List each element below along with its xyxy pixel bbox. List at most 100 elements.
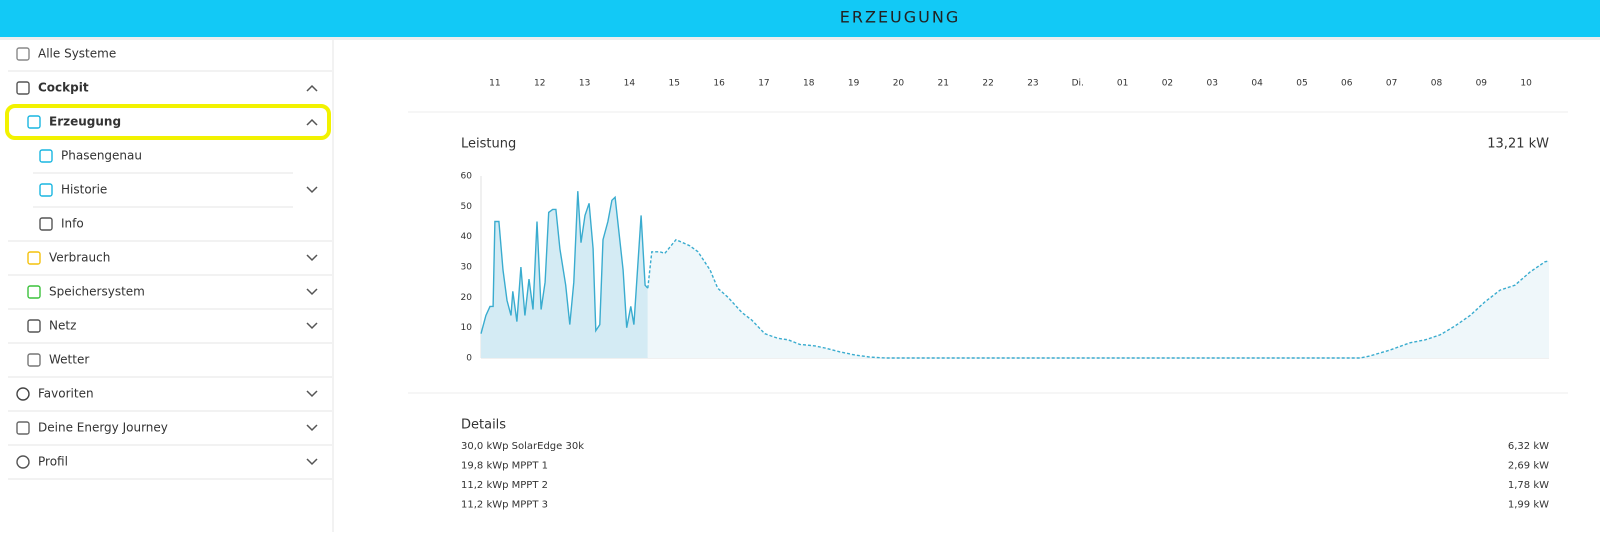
detail-value: 2,69 kW (1508, 461, 1549, 472)
detail-name: 11,2 kWp MPPT 3 (461, 500, 548, 511)
nav-icon (16, 455, 30, 469)
nav-label: Historie (61, 183, 107, 197)
x-tick-label: 16 (713, 79, 725, 89)
x-tick-label: 21 (938, 79, 949, 89)
nav-item[interactable]: Profil (16, 455, 318, 469)
x-tick-label: 01 (1117, 79, 1128, 89)
nav-item[interactable]: Deine Energy Journey (16, 421, 318, 435)
chevron (306, 458, 318, 466)
chart-title: Leistung (461, 137, 516, 152)
nav-icon (27, 251, 41, 265)
nav-label: Profil (38, 455, 68, 469)
x-tick-label: 14 (624, 79, 636, 89)
y-tick-label: 30 (461, 263, 473, 273)
series-line (480, 191, 649, 334)
series-line (647, 238, 1550, 359)
nav-icon (16, 47, 30, 61)
detail-value: 6,32 kW (1508, 441, 1549, 452)
header-title: ERZEUGUNG (840, 8, 960, 27)
nav-label: Alle Systeme (38, 47, 116, 61)
y-tick-label: 20 (461, 293, 473, 303)
nav-item[interactable]: Speichersystem (27, 285, 318, 299)
highlight-box (5, 104, 331, 140)
chevron (306, 118, 318, 126)
x-tick-label: 17 (758, 79, 769, 89)
x-tick-label: 02 (1162, 79, 1173, 89)
nav-icon (27, 285, 41, 299)
nav-item[interactable]: Erzeugung (27, 115, 318, 129)
nav-item[interactable]: Wetter (27, 353, 89, 367)
x-tick-label: 22 (982, 79, 993, 89)
chevron (306, 186, 318, 194)
nav-item[interactable]: Info (39, 217, 84, 231)
x-tick-label: 18 (803, 79, 815, 89)
nav-label: Cockpit (38, 81, 89, 95)
nav-icon (16, 387, 30, 401)
x-tick-label: 04 (1251, 79, 1263, 89)
nav-item[interactable]: Cockpit (16, 81, 318, 95)
nav-label: Wetter (49, 353, 89, 367)
y-tick-label: 60 (461, 172, 473, 182)
current-value: 13,21 kW (1487, 137, 1549, 152)
detail-value: 1,78 kW (1508, 480, 1549, 491)
nav-icon (27, 115, 41, 129)
y-tick-label: 10 (461, 323, 473, 333)
chevron (306, 424, 318, 432)
area-fill (481, 191, 648, 358)
chevron (306, 322, 318, 330)
nav-icon (39, 149, 53, 163)
detail-name: 19,8 kWp MPPT 1 (461, 461, 548, 472)
chevron (306, 84, 318, 92)
nav-label: Verbrauch (49, 251, 110, 265)
x-tick-label: 09 (1476, 79, 1488, 89)
nav-item[interactable]: Alle Systeme (16, 47, 116, 61)
nav-icon (39, 183, 53, 197)
x-tick-label: 19 (848, 79, 860, 89)
nav-label: Erzeugung (49, 115, 121, 129)
detail-name: 11,2 kWp MPPT 2 (461, 480, 548, 491)
x-tick-label: 20 (893, 79, 905, 89)
nav-icon (39, 217, 53, 231)
nav-item[interactable]: Phasengenau (39, 149, 142, 163)
nav-icon (16, 81, 30, 95)
nav-label: Netz (49, 319, 76, 333)
x-tick-label: 12 (534, 79, 545, 89)
x-tick-label: 06 (1341, 79, 1353, 89)
chevron (306, 254, 318, 262)
detail-name: 30,0 kWp SolarEdge 30k (461, 441, 584, 452)
x-tick-label: 13 (579, 79, 590, 89)
nav-icon (16, 421, 30, 435)
area-fill (647, 239, 1549, 358)
nav-icon (27, 319, 41, 333)
detail-value: 1,99 kW (1508, 500, 1549, 511)
chevron (306, 390, 318, 398)
x-tick-label: 08 (1431, 79, 1443, 89)
header-bar (0, 0, 1600, 37)
y-tick-label: 50 (461, 202, 473, 212)
nav-item[interactable]: Favoriten (16, 387, 318, 401)
header-shadow (0, 37, 1600, 40)
x-tick-label: 07 (1386, 79, 1397, 89)
y-tick-label: 40 (461, 232, 473, 242)
x-tick-label: 23 (1027, 79, 1038, 89)
nav-label: Deine Energy Journey (38, 421, 168, 435)
nav-label: Favoriten (38, 387, 94, 401)
nav-item[interactable]: Verbrauch (27, 251, 318, 265)
details-title: Details (461, 418, 506, 433)
x-tick-label: 05 (1296, 79, 1307, 89)
x-tick-label: 11 (489, 79, 500, 89)
nav-icon (27, 353, 41, 367)
nav-label: Phasengenau (61, 149, 142, 163)
nav-item[interactable]: Netz (27, 319, 318, 333)
nav-item[interactable]: Historie (39, 183, 318, 197)
nav-label: Info (61, 217, 84, 231)
x-tick-label: 10 (1520, 79, 1532, 89)
nav-label: Speichersystem (49, 285, 145, 299)
x-tick-label: 03 (1207, 79, 1218, 89)
chevron (306, 288, 318, 296)
x-tick-label: Di. (1072, 79, 1084, 89)
x-tick-label: 15 (669, 79, 680, 89)
y-tick-label: 0 (466, 354, 472, 364)
